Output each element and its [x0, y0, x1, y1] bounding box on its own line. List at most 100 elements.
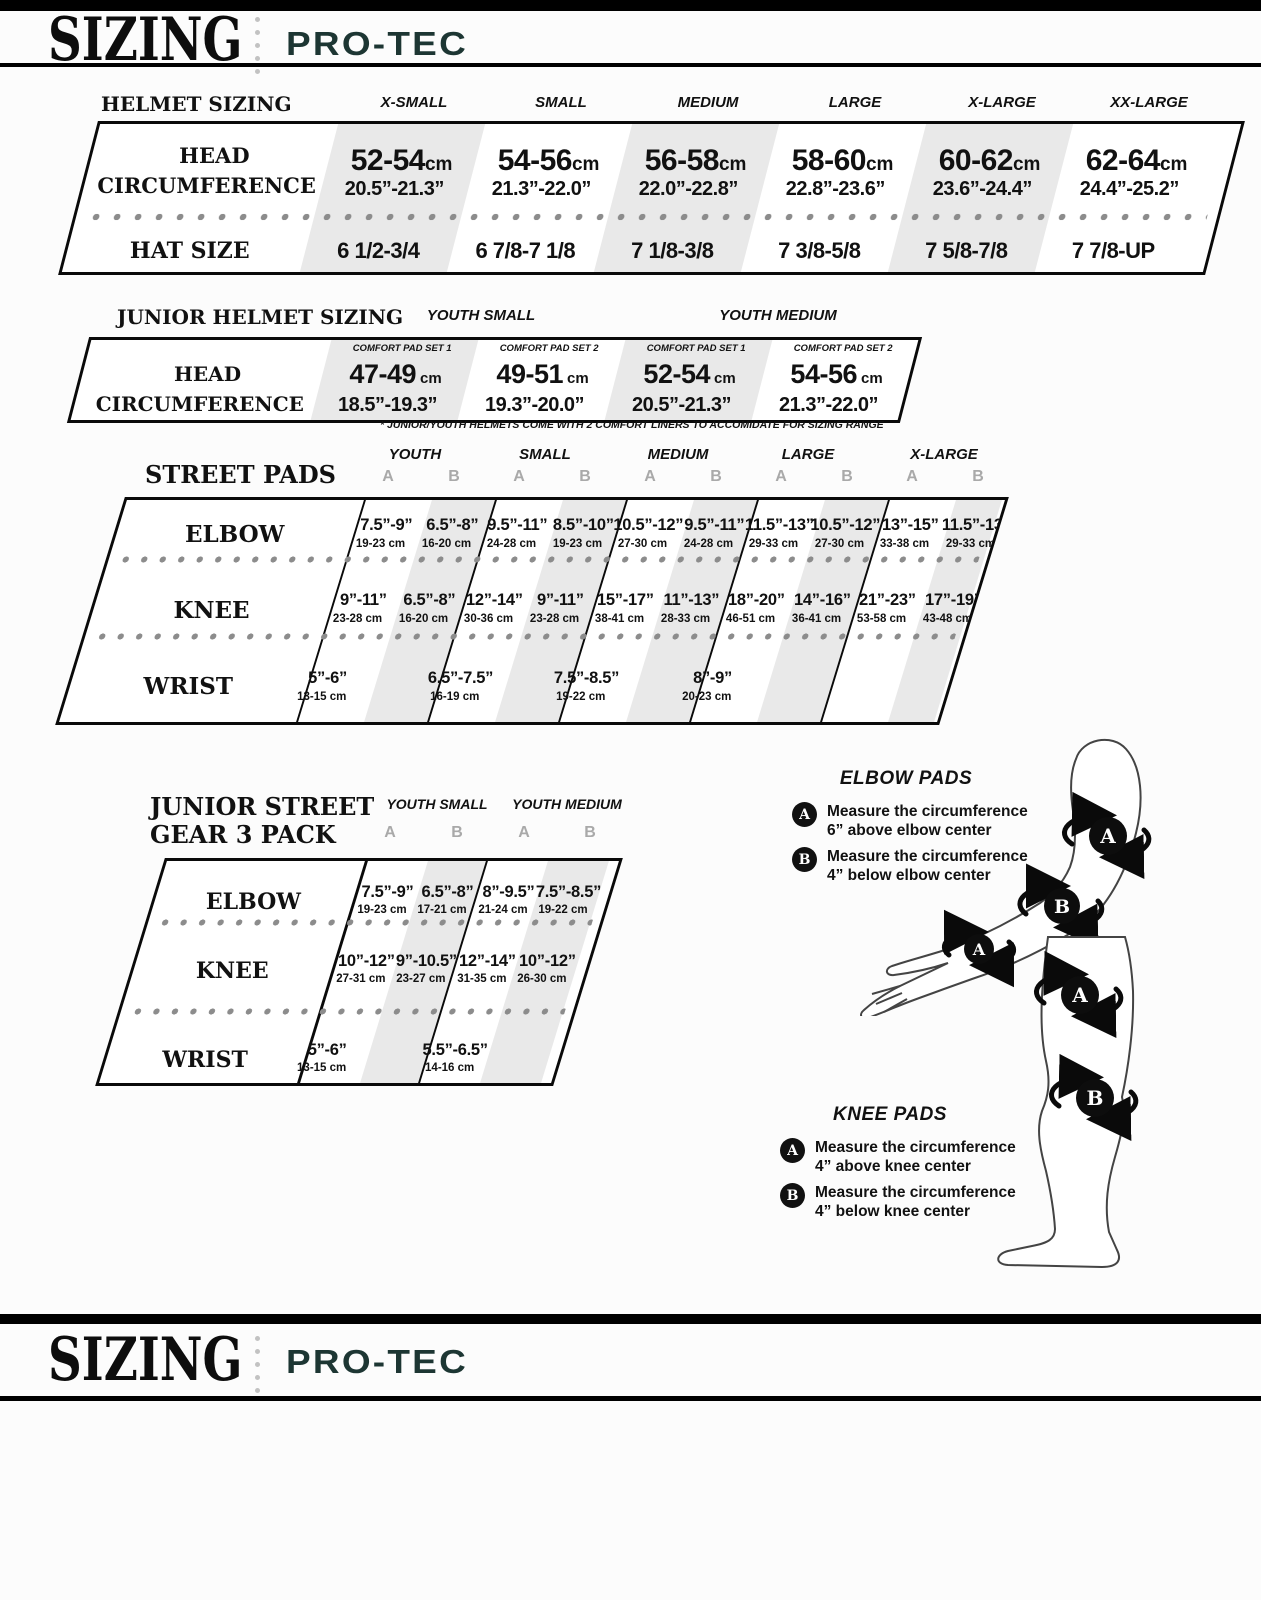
pad-size-cm: 19-22 cm — [556, 691, 606, 703]
pad-size-in: 5”-6” — [307, 1041, 347, 1059]
value: 52-54 — [643, 359, 710, 389]
guide-line: 6” above elbow center — [827, 822, 992, 839]
unit: cm — [424, 154, 453, 175]
value: 47-49 — [349, 359, 416, 389]
arm-badge-b-icon — [1044, 888, 1080, 924]
pad-set-header: COMFORT PAD SET 2 — [499, 343, 599, 354]
dotted-separator — [92, 633, 957, 640]
guide-line: 4” above knee center — [815, 1158, 971, 1175]
helmet-in-cell: 20.5”-21.3” — [344, 178, 444, 200]
top-bar — [0, 0, 1261, 11]
header-dots-divider-icon — [255, 1336, 260, 1393]
pad-set-header: COMFORT PAD SET 2 — [793, 343, 893, 354]
junior-helmet-in-cell: 18.5”-19.3” — [338, 394, 438, 416]
junior-street-label: JUNIOR STREET GEAR 3 PACK — [150, 793, 374, 849]
helmet-col-small: SMALL — [535, 94, 587, 111]
pad-size-in: 8”-9” — [693, 669, 732, 687]
sub-col-a: A — [644, 468, 656, 485]
page-title: SIZING — [48, 5, 243, 75]
dotted-separator — [85, 213, 1209, 221]
value: 54-56 — [497, 144, 572, 177]
helmet-sizing-table: HEAD CIRCUMFERENCE HAT SIZE 52-54cm 54-5… — [58, 121, 1245, 275]
row-label-head-1: HEAD — [174, 362, 242, 386]
junior-helmet-in-cell: 20.5”-21.3” — [632, 394, 732, 416]
sub-col-b: B — [972, 468, 984, 485]
value: 52-54 — [350, 144, 425, 177]
header-rule — [0, 63, 1261, 67]
sub-col-a: A — [775, 468, 787, 485]
helmet-cm-cell: 58-60cm — [758, 142, 928, 180]
value: 56-58 — [644, 144, 719, 177]
pad-size-cm: 14-16 cm — [425, 1062, 475, 1074]
svg-text:B: B — [1087, 1086, 1104, 1110]
street-size-medium: MEDIUM — [647, 446, 709, 463]
row-label-head-1: HEAD — [179, 143, 250, 168]
arm-badge-a2-icon — [964, 934, 994, 964]
brand-logo-bottom: PRO-TEC — [286, 1343, 468, 1380]
guide-line: Measure the circumference — [815, 1184, 1016, 1201]
junior-helmet-cm-cell: 47-49 cm — [321, 356, 471, 392]
junior-street-label-line1: JUNIOR STREET — [150, 792, 375, 821]
pad-size-cm: 13-15 cm — [297, 691, 347, 703]
junior-helmet-group-ys: YOUTH SMALL — [426, 307, 536, 324]
junior-helmet-footnote: * JUNIOR/YOUTH HELMETS COME WITH 2 COMFO… — [380, 419, 884, 431]
sub-col-a: A — [384, 824, 396, 841]
helmet-hat-cell: 6 7/8-7 1/8 — [475, 238, 576, 263]
junior-size-ys: YOUTH SMALL — [386, 796, 488, 812]
helmet-hat-cell: 7 1/8-3/8 — [631, 238, 714, 263]
sub-col-b: B — [584, 824, 596, 841]
value: 49-51 — [496, 359, 563, 389]
street-size-large: LARGE — [781, 446, 835, 463]
guide-line: Measure the circumference — [815, 1139, 1016, 1156]
sub-col-b: B — [451, 824, 463, 841]
helmet-col-medium: MEDIUM — [677, 94, 739, 111]
unit: cm — [1012, 154, 1041, 175]
junior-helmet-cm-cell: 49-51 cm — [468, 356, 618, 392]
junior-size-ym: YOUTH MEDIUM — [512, 796, 622, 812]
row-label-elbow: ELBOW — [205, 889, 301, 915]
unit: cm — [865, 154, 894, 175]
footer-rule — [0, 1396, 1261, 1401]
row-label-head-2: CIRCUMFERENCE — [97, 173, 316, 198]
pad-size-in: 11.5”-13” — [941, 516, 1009, 534]
helmet-hat-cell: 7 5/8-7/8 — [925, 238, 1008, 263]
sub-col-b: B — [448, 468, 460, 485]
helmet-cm-cell: 54-56cm — [464, 142, 634, 180]
arm-illustration: A B A — [860, 739, 1152, 1016]
unit: cm — [566, 370, 589, 387]
leg-badge-b-icon — [1076, 1079, 1114, 1117]
junior-helmet-cm-cell: 54-56 cm — [762, 356, 912, 392]
pad-size-cm: 16-19 cm — [430, 691, 480, 703]
sub-col-a: A — [513, 468, 525, 485]
pad-size-cm: 43-48 cm — [922, 613, 973, 625]
dotted-separator — [115, 556, 980, 563]
street-size-small: SMALL — [519, 446, 571, 463]
junior-helmet-in-cell: 21.3”-22.0” — [779, 394, 879, 416]
helmet-cm-cell: 62-64cm — [1052, 142, 1222, 180]
guide-line: Measure the circumference — [827, 803, 1028, 820]
badge-b-icon: B — [780, 1183, 805, 1208]
street-pads-table: ELBOW KNEE WRIST 7.5”-9” 19-23 cm 6.5”-8… — [55, 497, 1009, 725]
guide-line: Measure the circumference — [827, 848, 1028, 865]
elbow-guide-item-b: B Measure the circumference 4” below elbo… — [792, 847, 1028, 885]
helmet-in-cell: 24.4”-25.2” — [1079, 178, 1179, 200]
unit: cm — [713, 370, 736, 387]
knee-guide-item-a: A Measure the circumference 4” above knee… — [780, 1138, 1016, 1176]
page-title-bottom: SIZING — [48, 1325, 243, 1395]
helmet-col-xsmall: X-SMALL — [380, 94, 448, 111]
junior-helmet-label: JUNIOR HELMET SIZING — [117, 305, 404, 329]
value: 54-56 — [790, 359, 857, 389]
unit: cm — [419, 370, 442, 387]
helmet-col-xlarge: X-LARGE — [968, 94, 1036, 111]
pad-size-cm: 26-30 cm — [517, 973, 567, 985]
street-size-youth: YOUTH — [388, 446, 442, 463]
guide-line: 4” below elbow center — [827, 867, 991, 884]
helmet-in-cell: 23.6”-24.4” — [932, 178, 1032, 200]
street-pads-label: STREET PADS — [145, 460, 337, 489]
pad-set-header: COMFORT PAD SET 1 — [352, 343, 452, 354]
helmet-hat-cell: 7 7/8-UP — [1071, 238, 1155, 263]
sub-col-a: A — [518, 824, 530, 841]
helmet-cm-cell: 56-58cm — [611, 142, 781, 180]
unit: cm — [1159, 154, 1188, 175]
junior-street-table: ELBOW KNEE WRIST 7.5”-9” 19-23 cm 6.5”-8… — [95, 858, 623, 1086]
